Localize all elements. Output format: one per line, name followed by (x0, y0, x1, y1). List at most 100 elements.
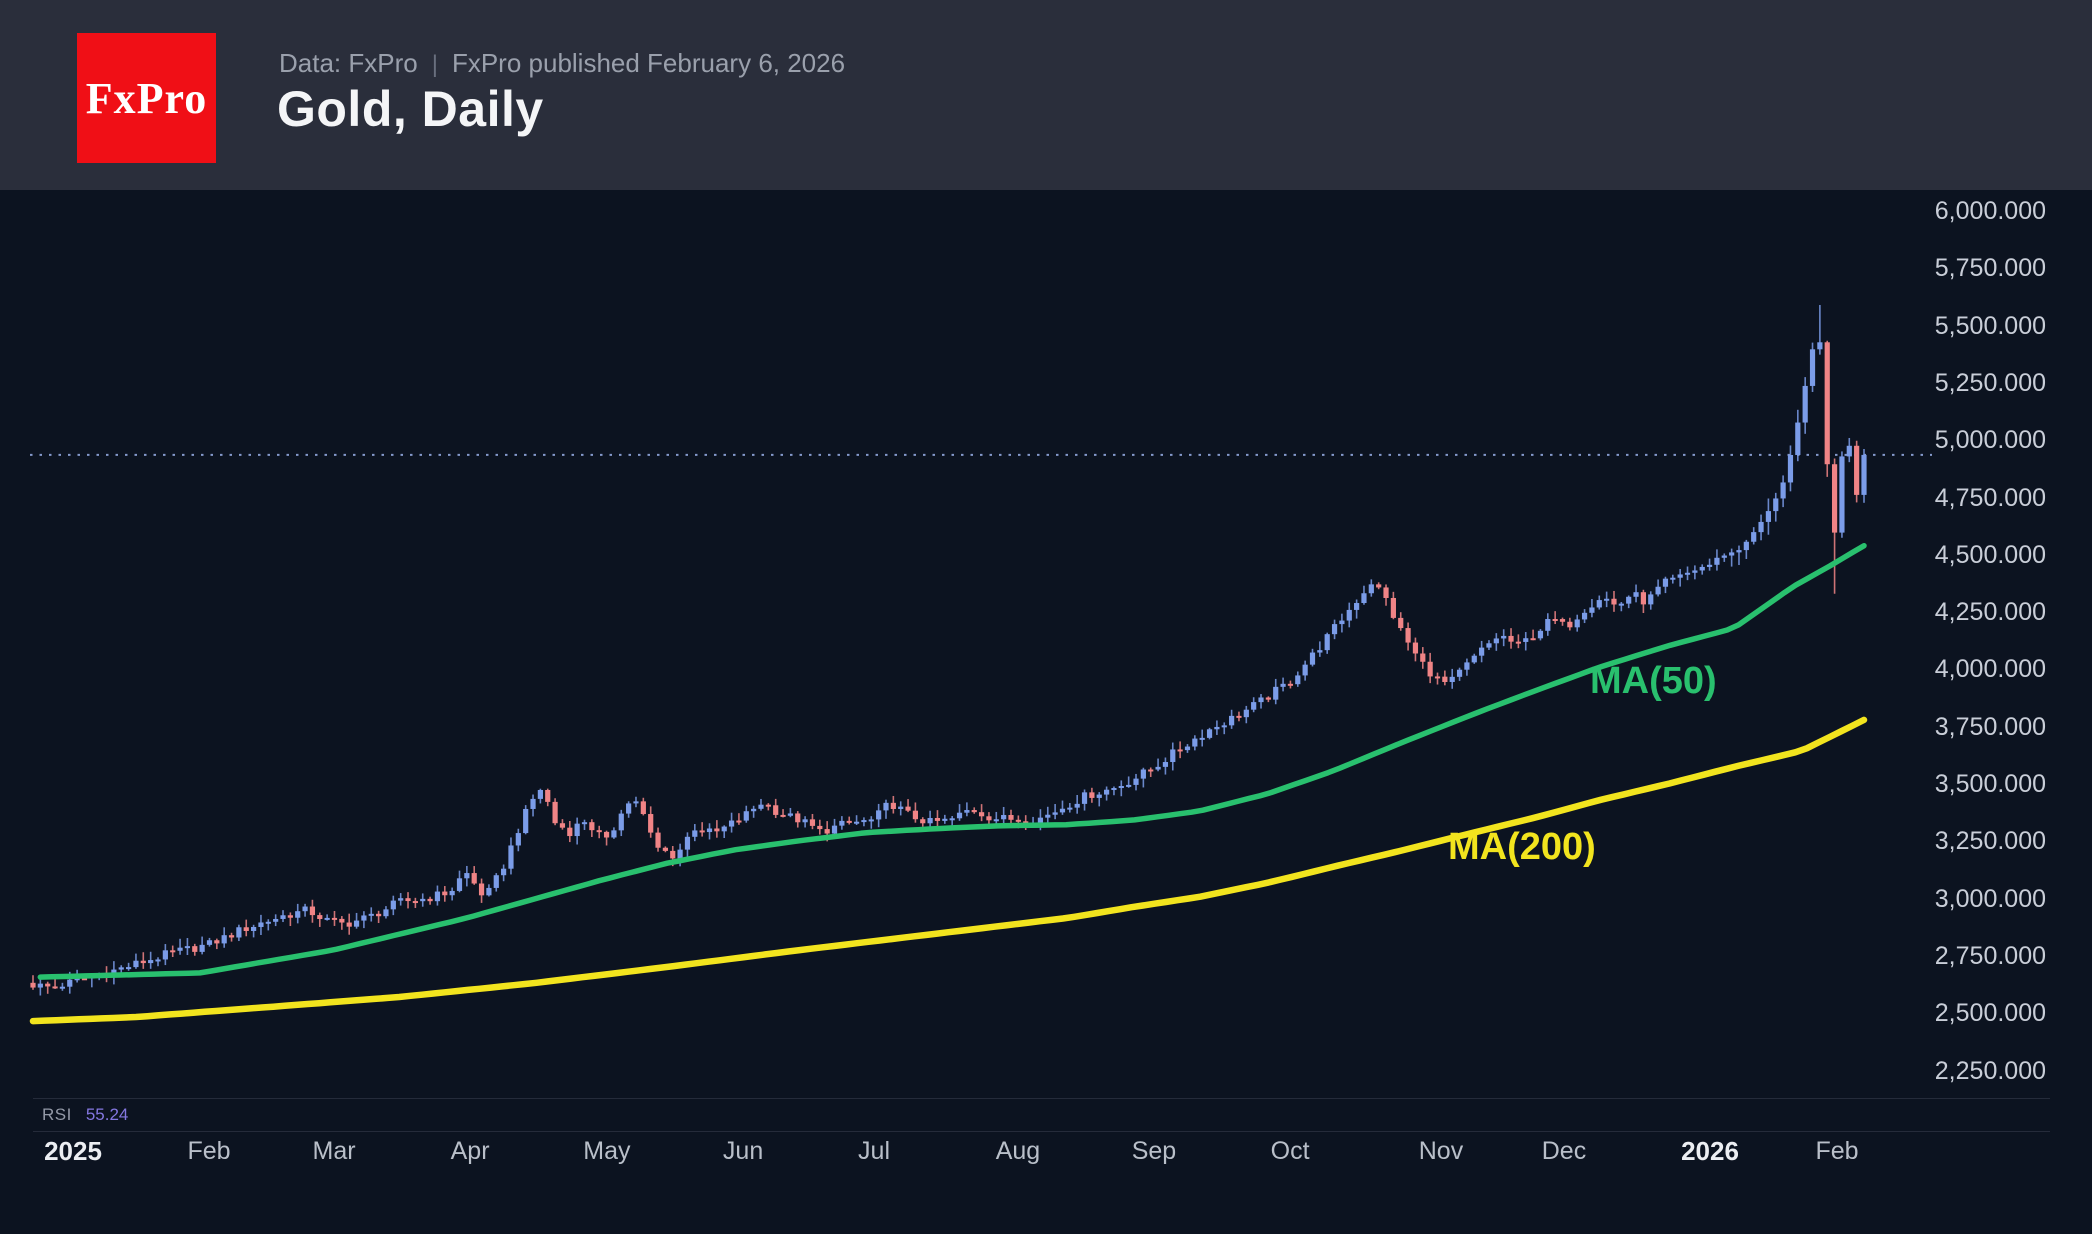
y-axis-tick-label: 4,750.000 (1934, 483, 2046, 512)
candle-bull (758, 798, 764, 811)
candle-bull (493, 873, 499, 892)
ma200-line-label: MA(200) (1448, 826, 1596, 868)
candle-bear (1824, 340, 1830, 477)
candle-bear (714, 820, 720, 838)
candle-bull (383, 906, 389, 919)
price-chart-canvas[interactable] (0, 190, 2092, 1234)
candle-bear (140, 952, 146, 969)
candle-bull (1648, 591, 1654, 610)
candle-bull (876, 803, 882, 828)
candle-bear (52, 978, 58, 989)
x-axis-month-label: Jun (722, 1137, 764, 1165)
chart-meta-line: Data: FxPro | FxPro published February 6, … (279, 48, 845, 79)
candle-bull (1170, 742, 1176, 771)
candle-bull (1486, 640, 1492, 651)
candle-bear (736, 813, 742, 825)
candle-bull (1604, 591, 1610, 608)
candle-bear (1383, 584, 1389, 606)
candle-bull (1537, 629, 1544, 641)
candle-bull (1692, 565, 1698, 580)
candle-bull (1001, 806, 1007, 824)
candle-bull (1140, 767, 1146, 788)
candle-bear (1611, 590, 1617, 612)
candle-bear (376, 910, 382, 924)
candle-bull (1670, 574, 1676, 584)
candle-bear (817, 819, 823, 835)
candle-bull (721, 825, 727, 838)
candle-bear (1148, 767, 1154, 777)
x-axis-month-label: Feb (1815, 1137, 1859, 1165)
candle-bull (626, 801, 632, 818)
y-axis-tick-label: 5,500.000 (1934, 311, 2046, 340)
candle-bear (890, 795, 896, 814)
candle-bull (1331, 619, 1338, 640)
candle-bull (706, 823, 713, 840)
candle-bear (655, 827, 661, 852)
x-axis-month-label: Sep (1131, 1137, 1177, 1165)
candle-bull (751, 805, 757, 818)
candle-bull (1626, 595, 1632, 609)
candle-bull (1192, 735, 1198, 751)
candle-bull (1817, 304, 1823, 355)
candle-bull (964, 802, 970, 817)
y-axis-tick-label: 2,250.000 (1934, 1056, 2046, 1085)
chart-area: 6,000.000 5,750.000 5,500.000 5,250.000 5,00… (0, 190, 2092, 1234)
candle-bear (243, 919, 249, 937)
candle-bull (508, 837, 514, 875)
candle-bull (1206, 727, 1213, 740)
candle-bull (1795, 409, 1801, 462)
y-axis-tick-label: 5,000.000 (1934, 426, 2046, 455)
candle-bear (1552, 611, 1558, 625)
fxpro-logo[interactable]: FxPro (77, 33, 216, 163)
candle-bull (1133, 773, 1139, 791)
candle-bear (1265, 696, 1271, 703)
x-axis-month-label: Oct (1270, 1137, 1310, 1165)
candle-bull (1361, 585, 1367, 605)
candle-bear (412, 897, 418, 908)
candle-bull (1052, 804, 1058, 820)
candle-bull (1523, 632, 1529, 651)
candle-bear (1559, 617, 1566, 626)
candle-bull (839, 816, 845, 830)
candle-bull (1581, 609, 1588, 624)
candle-bull (684, 832, 691, 858)
x-axis-month-label: Apr (450, 1137, 490, 1165)
x-axis-month-label: 2025 (44, 1136, 102, 1166)
candle-bull (898, 801, 904, 816)
candle-bull (1295, 671, 1301, 687)
candle-bull (1596, 595, 1602, 610)
candle-bull (853, 815, 860, 825)
y-axis-tick-label: 4,500.000 (1934, 540, 2046, 569)
candle-bull (1155, 758, 1161, 772)
candle-bear (648, 806, 654, 838)
candle-bull (1464, 658, 1470, 676)
candle-bull (633, 796, 639, 808)
candle-bear (934, 810, 941, 827)
candle-bull (523, 805, 529, 835)
candle-bear (478, 878, 485, 903)
y-axis-tick-label: 5,750.000 (1934, 254, 2046, 283)
candle-bull (1081, 789, 1088, 811)
candle-bear (1236, 711, 1242, 722)
candle-bull (802, 816, 808, 828)
candle-bear (30, 975, 36, 990)
candle-bull (692, 824, 698, 842)
candle-bull (456, 870, 463, 893)
candle-bull (501, 864, 507, 882)
candle-bull (148, 951, 154, 969)
candle-bull (1221, 722, 1227, 735)
candle-bear (1515, 634, 1521, 649)
candle-bull (1456, 667, 1463, 681)
candle-bull (1721, 553, 1727, 562)
y-axis-tick-label: 2,500.000 (1934, 999, 2046, 1028)
candle-bull (1655, 579, 1661, 597)
candle-bull (1677, 568, 1683, 587)
data-source-text: Data: FxPro (279, 48, 418, 78)
candle-bear (1567, 617, 1573, 631)
candle-bull (295, 903, 301, 924)
candle-bear (662, 846, 668, 853)
candle-bear (427, 896, 433, 905)
candle-bull (420, 893, 426, 907)
candle-bull (1751, 527, 1757, 545)
x-axis-month-label: Nov (1418, 1137, 1464, 1165)
